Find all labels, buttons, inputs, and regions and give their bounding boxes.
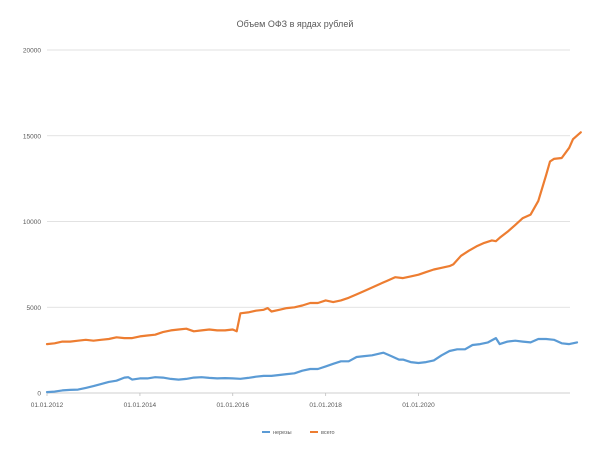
y-tick-label: 5000 — [27, 305, 42, 312]
x-axis-ticks: 01.01.2012 01.01.2014 01.01.2016 01.01.2018… — [31, 393, 435, 409]
x-tick-label: 01.01.2012 — [31, 402, 64, 409]
series-line-2 — [45, 131, 582, 346]
legend-label: нерезы — [273, 430, 292, 436]
series-line-1 — [45, 337, 579, 394]
chart-title: Объем ОФЗ в ярдах рублей — [237, 19, 354, 29]
y-tick-label: 0 — [37, 391, 41, 398]
legend: нерезы всего — [262, 430, 335, 436]
y-tick-label: 10000 — [23, 219, 41, 226]
x-tick-label: 01.01.2016 — [216, 402, 249, 409]
x-tick-label: 01.01.2018 — [309, 402, 342, 409]
y-tick-label: 20000 — [23, 48, 41, 55]
legend-label: всего — [321, 430, 335, 436]
y-tick-label: 15000 — [23, 133, 41, 140]
y-axis-ticks: 0 5000 10000 15000 20000 — [23, 48, 41, 398]
series-lines — [45, 131, 582, 394]
x-tick-label: 01.01.2014 — [124, 402, 157, 409]
gridlines — [47, 49, 570, 394]
x-tick-label: 01.01.2020 — [402, 402, 435, 409]
